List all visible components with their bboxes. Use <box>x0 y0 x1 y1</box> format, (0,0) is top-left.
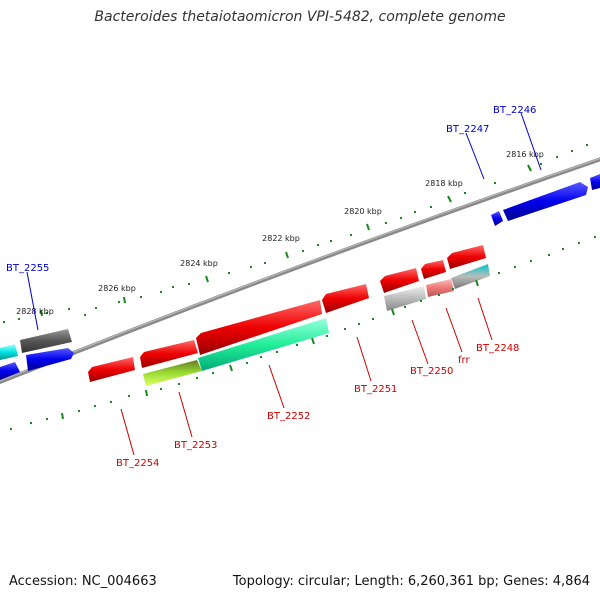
gene-bt-2250[interactable] <box>380 268 419 293</box>
kbp-label: 2822 kbp <box>262 234 300 243</box>
gene-grey-left[interactable] <box>20 329 72 353</box>
gene-label-bt-2246: BT_2246 <box>493 105 536 116</box>
label-leaders-reverse <box>120 297 493 456</box>
gene-teal[interactable] <box>198 318 329 371</box>
other-genes-left <box>0 329 72 360</box>
other-genes-inner <box>143 264 490 386</box>
gene-label-bt-2253: BT_2253 <box>174 440 217 451</box>
gene-frr[interactable] <box>421 260 446 279</box>
gene-bt-2253[interactable] <box>140 340 198 368</box>
gene-bt-2255[interactable] <box>26 348 74 371</box>
gene-forward-left-edge[interactable] <box>0 362 20 380</box>
gene-label-bt-2248: BT_2248 <box>476 343 519 354</box>
gene-cyan-left[interactable] <box>0 344 18 360</box>
gene-bt-2248[interactable] <box>447 245 486 269</box>
gene-label-bt-2247: BT_2247 <box>446 124 489 135</box>
kbp-label: 2816 kbp <box>506 150 544 159</box>
kbp-scale: 2816 kbp 2818 kbp 2820 kbp 2822 kbp 2824… <box>16 150 544 316</box>
reverse-genes <box>88 245 486 382</box>
genome-backbone <box>0 157 600 385</box>
gene-stripe[interactable] <box>451 264 490 289</box>
gene-label-bt-2250: BT_2250 <box>410 366 453 377</box>
gene-label-bt-2254: BT_2254 <box>116 458 159 469</box>
kbp-label: 2818 kbp <box>425 179 463 188</box>
gene-light-grey[interactable] <box>384 286 426 311</box>
inner-tick-ring <box>10 236 596 430</box>
gene-pink[interactable] <box>426 279 454 297</box>
inner-major-ticks <box>61 279 479 420</box>
outer-major-ticks <box>40 164 532 317</box>
gene-bt-2246[interactable] <box>503 182 588 221</box>
gene-label-bt-2251: BT_2251 <box>354 384 397 395</box>
gene-bt-2252[interactable] <box>196 300 322 355</box>
kbp-label: 2820 kbp <box>344 207 382 216</box>
gene-forward-right-edge[interactable] <box>590 174 600 190</box>
outer-tick-ring <box>3 144 588 323</box>
map-title: Bacteroides thetaiotaomicron VPI-5482, c… <box>94 9 506 25</box>
gene-lime[interactable] <box>143 360 202 386</box>
kbp-label: 2826 kbp <box>98 284 136 293</box>
topology-text: Topology: circular; Length: 6,260,361 bp… <box>232 574 590 589</box>
gene-bt-2254[interactable] <box>88 357 135 382</box>
gene-bt-2247[interactable] <box>491 211 503 226</box>
label-leaders-forward <box>26 112 542 331</box>
gene-label-bt-2252: BT_2252 <box>267 411 310 422</box>
forward-genes <box>0 174 600 380</box>
kbp-label: 2824 kbp <box>180 259 218 268</box>
gene-label-frr: frr <box>458 355 470 366</box>
gene-bt-2251[interactable] <box>322 284 369 313</box>
gene-label-bt-2255: BT_2255 <box>6 263 49 274</box>
accession-text: Accession: NC_004663 <box>9 574 157 589</box>
gene-labels: BT_2246 BT_2247 BT_2255 BT_2248 frr BT_2… <box>6 105 536 469</box>
